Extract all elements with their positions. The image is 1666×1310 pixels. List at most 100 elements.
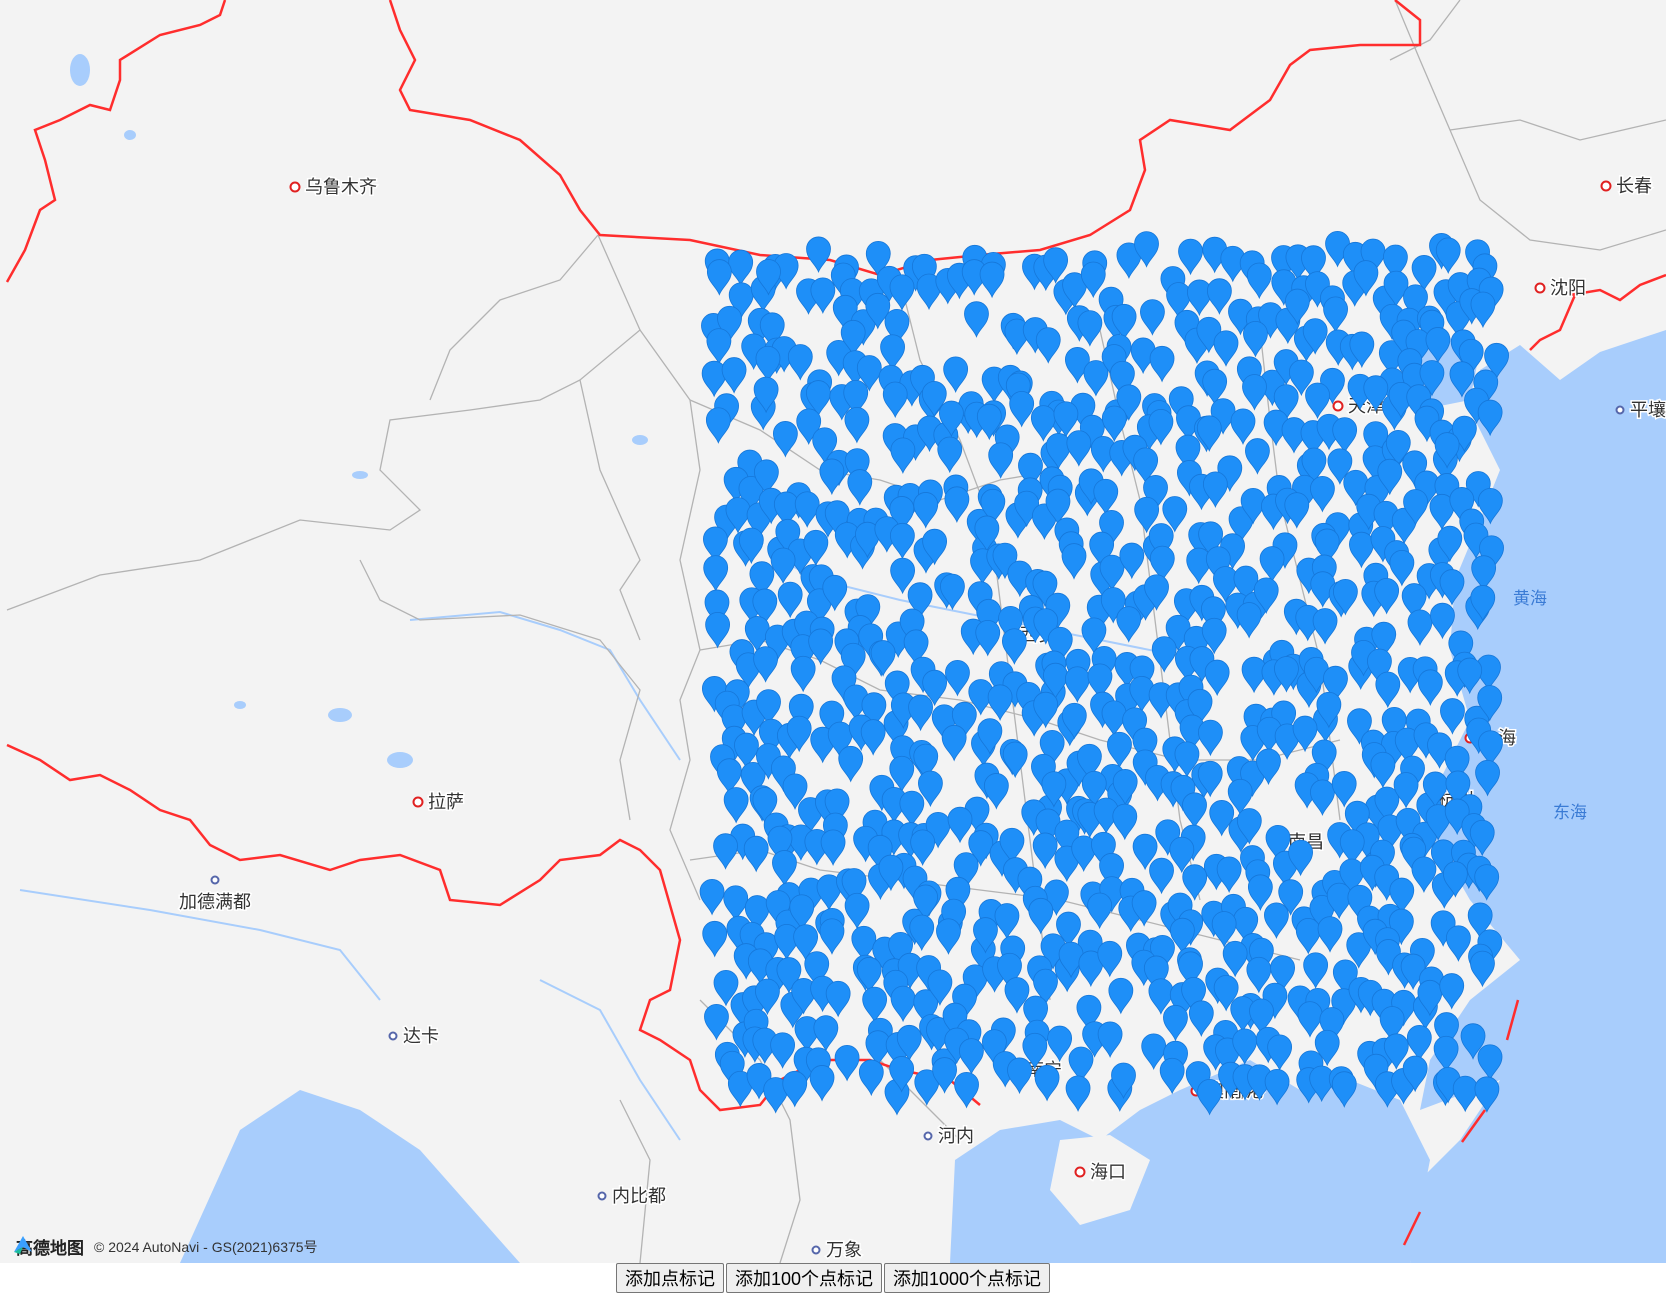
map-marker-icon[interactable] bbox=[1116, 384, 1142, 421]
map-marker-icon[interactable] bbox=[840, 319, 866, 357]
map-marker-icon[interactable] bbox=[1143, 955, 1169, 993]
map-marker-icon[interactable] bbox=[889, 522, 915, 560]
map-marker-icon[interactable] bbox=[1292, 715, 1318, 753]
map-marker-icon[interactable] bbox=[704, 589, 730, 627]
map-marker-icon[interactable] bbox=[1099, 554, 1125, 592]
map-marker-icon[interactable] bbox=[1478, 730, 1503, 767]
map-marker-icon[interactable] bbox=[1439, 569, 1465, 606]
map-marker-icon[interactable] bbox=[1256, 748, 1281, 786]
map-marker-icon[interactable] bbox=[1469, 819, 1495, 857]
map-marker-icon[interactable] bbox=[943, 356, 969, 394]
map-marker-icon[interactable] bbox=[1288, 359, 1314, 397]
map-marker-icon[interactable] bbox=[812, 427, 838, 464]
map-marker-icon[interactable] bbox=[1363, 375, 1389, 412]
map-marker-icon[interactable] bbox=[1134, 231, 1159, 268]
map-marker-icon[interactable] bbox=[889, 755, 915, 793]
map-marker-icon[interactable] bbox=[1230, 408, 1256, 446]
map-marker-icon[interactable] bbox=[702, 920, 728, 958]
map-marker-icon[interactable] bbox=[844, 892, 870, 930]
map-marker-icon[interactable] bbox=[1001, 628, 1027, 665]
map-marker-icon[interactable] bbox=[1169, 836, 1195, 874]
map-marker-icon[interactable] bbox=[959, 1038, 984, 1075]
map-marker-icon[interactable] bbox=[756, 259, 781, 296]
map-marker-icon[interactable] bbox=[1403, 284, 1428, 321]
map-marker-icon[interactable] bbox=[773, 491, 799, 529]
map-marker-icon[interactable] bbox=[1111, 303, 1137, 341]
map-marker-icon[interactable] bbox=[1175, 434, 1201, 472]
map-marker-icon[interactable] bbox=[1444, 745, 1470, 783]
map-marker-icon[interactable] bbox=[954, 1071, 979, 1109]
map-marker-icon[interactable] bbox=[782, 1070, 808, 1108]
map-marker-icon[interactable] bbox=[1018, 452, 1043, 490]
map-marker-icon[interactable] bbox=[803, 529, 829, 567]
map-marker-icon[interactable] bbox=[1064, 666, 1090, 703]
map-marker-icon[interactable] bbox=[1310, 476, 1335, 513]
map-marker-icon[interactable] bbox=[1032, 832, 1058, 870]
map-marker-icon[interactable] bbox=[1379, 1006, 1405, 1043]
map-marker-icon[interactable] bbox=[994, 903, 1020, 940]
map-marker-icon[interactable] bbox=[1093, 478, 1119, 516]
map-marker-icon[interactable] bbox=[820, 829, 846, 866]
map-marker-icon[interactable] bbox=[890, 557, 916, 595]
map-marker-icon[interactable] bbox=[1310, 779, 1335, 817]
map-marker-icon[interactable] bbox=[1467, 902, 1493, 940]
map-marker-icon[interactable] bbox=[1433, 1035, 1459, 1073]
map-marker-icon[interactable] bbox=[882, 381, 908, 419]
map-marker-icon[interactable] bbox=[1078, 950, 1104, 988]
map-marker-icon[interactable] bbox=[789, 894, 815, 931]
map-marker-icon[interactable] bbox=[1033, 968, 1058, 1006]
map-marker-icon[interactable] bbox=[1305, 382, 1330, 420]
map-marker-icon[interactable] bbox=[1445, 770, 1471, 808]
map-marker-icon[interactable] bbox=[1302, 318, 1328, 355]
map-marker-icon[interactable] bbox=[1101, 405, 1127, 443]
map-marker-icon[interactable] bbox=[1440, 698, 1465, 735]
map-marker-icon[interactable] bbox=[1108, 977, 1134, 1015]
map-marker-icon[interactable] bbox=[998, 605, 1023, 643]
map-marker-icon[interactable] bbox=[1178, 238, 1203, 276]
map-marker-icon[interactable] bbox=[1477, 487, 1503, 525]
map-marker-icon[interactable] bbox=[1475, 759, 1500, 797]
map-marker-icon[interactable] bbox=[824, 788, 850, 826]
map-marker-icon[interactable] bbox=[1448, 630, 1474, 668]
map-marker-icon[interactable] bbox=[937, 436, 963, 474]
map-marker-icon[interactable] bbox=[1196, 415, 1222, 452]
map-marker-icon[interactable] bbox=[1116, 242, 1142, 279]
map-marker-icon[interactable] bbox=[1470, 950, 1495, 988]
map-marker-icon[interactable] bbox=[825, 980, 851, 1018]
map-marker-icon[interactable] bbox=[1245, 438, 1270, 475]
map-marker-icon[interactable] bbox=[1066, 430, 1092, 467]
map-marker-icon[interactable] bbox=[703, 555, 729, 592]
map-marker-icon[interactable] bbox=[1232, 1028, 1258, 1065]
map-marker-icon[interactable] bbox=[1061, 702, 1087, 740]
map-marker-icon[interactable] bbox=[1332, 578, 1358, 616]
map-marker-icon[interactable] bbox=[889, 1056, 915, 1093]
map-marker-icon[interactable] bbox=[1375, 671, 1401, 709]
map-marker-icon[interactable] bbox=[1259, 546, 1285, 583]
marker-layer[interactable] bbox=[699, 231, 1509, 1116]
map-marker-icon[interactable] bbox=[1132, 833, 1158, 871]
map-marker-icon[interactable] bbox=[1434, 432, 1460, 469]
map-marker-icon[interactable] bbox=[878, 854, 904, 892]
map-marker-icon[interactable] bbox=[1243, 320, 1268, 358]
add-1000-markers-button[interactable]: 添加1000个点标记 bbox=[884, 1263, 1051, 1293]
map-marker-icon[interactable] bbox=[1457, 657, 1483, 695]
map-marker-icon[interactable] bbox=[1213, 330, 1239, 367]
map-marker-icon[interactable] bbox=[782, 773, 808, 810]
map-marker-icon[interactable] bbox=[1213, 566, 1238, 603]
map-marker-icon[interactable] bbox=[756, 689, 781, 726]
map-marker-icon[interactable] bbox=[816, 874, 842, 911]
map-marker-icon[interactable] bbox=[1312, 608, 1338, 645]
map-marker-icon[interactable] bbox=[1434, 1012, 1459, 1049]
map-marker-icon[interactable] bbox=[728, 249, 754, 287]
map-marker-icon[interactable] bbox=[1081, 770, 1107, 808]
map-marker-icon[interactable] bbox=[1034, 1064, 1060, 1102]
map-marker-icon[interactable] bbox=[1346, 932, 1372, 969]
map-marker-icon[interactable] bbox=[1007, 1057, 1032, 1095]
map-marker-icon[interactable] bbox=[1303, 952, 1329, 989]
map-marker-icon[interactable] bbox=[916, 273, 942, 311]
map-marker-icon[interactable] bbox=[717, 305, 742, 343]
map-marker-icon[interactable] bbox=[1198, 719, 1223, 757]
map-marker-icon[interactable] bbox=[975, 619, 1001, 657]
map-marker-icon[interactable] bbox=[728, 282, 754, 319]
map-marker-icon[interactable] bbox=[1043, 662, 1068, 700]
